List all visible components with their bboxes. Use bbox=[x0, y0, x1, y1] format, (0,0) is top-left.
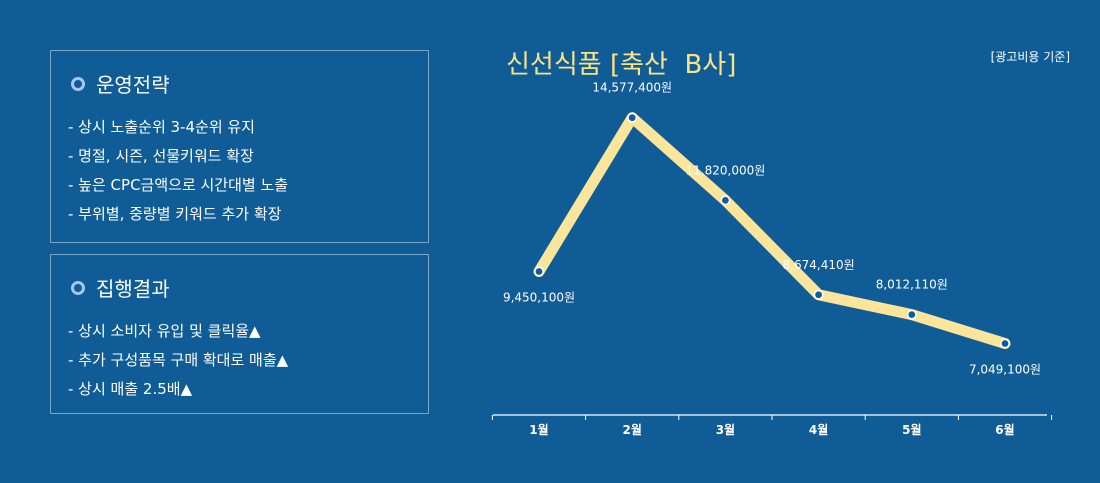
x-tick-label: 3월 bbox=[716, 422, 735, 437]
data-point bbox=[906, 309, 917, 320]
strategy-item: - 명절, 시즌, 선물키워드 확장 bbox=[68, 147, 254, 165]
strategy-item: - 높은 CPC금액으로 시간대별 노출 bbox=[68, 176, 289, 194]
strategy-list: - 상시 노출순위 3-4순위 유지 - 명절, 시즌, 선물키워드 확장 - … bbox=[68, 113, 288, 229]
x-tick-label: 1월 bbox=[529, 422, 548, 437]
result-list: - 상시 소비자 유입 및 클릭율▲ - 추가 구성품목 구매 확대로 매출▲ … bbox=[68, 317, 288, 404]
data-point bbox=[533, 266, 544, 277]
result-title: 집행결과 bbox=[96, 277, 170, 301]
data-point bbox=[720, 195, 731, 206]
circle-bullet-icon bbox=[71, 280, 85, 295]
result-panel: 집행결과 - 상시 소비자 유입 및 클릭율▲ - 추가 구성품목 구매 확대로… bbox=[50, 254, 429, 414]
chart-note: [광고비용 기준] bbox=[990, 50, 1070, 64]
circle-bullet-icon bbox=[71, 76, 85, 91]
data-label: 11,820,000원 bbox=[686, 163, 766, 177]
strategy-title: 운영전략 bbox=[96, 73, 170, 97]
x-tick-label: 5월 bbox=[902, 422, 921, 437]
series-line bbox=[533, 112, 1011, 350]
result-item: - 추가 구성품목 구매 확대로 매출▲ bbox=[68, 351, 289, 369]
strategy-item: - 상시 노출순위 3-4순위 유지 bbox=[68, 118, 255, 136]
result-item: - 상시 소비자 유입 및 클릭율▲ bbox=[68, 322, 261, 340]
data-label: 9,450,100원 bbox=[503, 290, 575, 304]
strategy-panel: 운영전략 - 상시 노출순위 3-4순위 유지 - 명절, 시즌, 선물키워드 … bbox=[50, 50, 429, 243]
strategy-item: - 부위별, 중량별 키워드 추가 확장 bbox=[68, 205, 282, 223]
x-tick-label: 4월 bbox=[809, 422, 828, 437]
result-header: 집행결과 bbox=[71, 273, 170, 302]
result-item: - 상시 매출 2.5배▲ bbox=[68, 380, 193, 398]
x-tick-label: 6월 bbox=[995, 422, 1014, 437]
data-label: 14,577,400원 bbox=[592, 81, 672, 95]
data-point bbox=[999, 338, 1010, 349]
data-label: 8,012,110원 bbox=[876, 278, 948, 292]
strategy-header: 운영전략 bbox=[71, 69, 170, 98]
chart-title: 신선식품 [축산 B사] bbox=[506, 50, 737, 80]
data-label: 7,049,100원 bbox=[969, 363, 1041, 377]
data-point bbox=[813, 289, 824, 300]
data-label: 8,674,410원 bbox=[783, 258, 855, 272]
x-tick-label: 2월 bbox=[623, 422, 642, 437]
data-point bbox=[627, 112, 638, 123]
